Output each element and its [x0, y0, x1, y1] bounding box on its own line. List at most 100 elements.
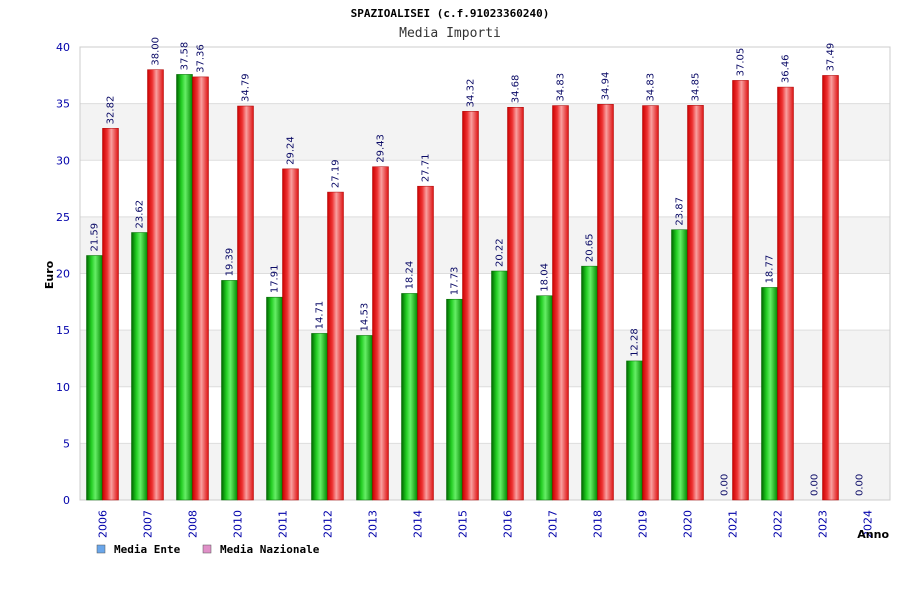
x-axis-label: Anno [857, 528, 889, 541]
data-label: 17.91 [270, 265, 281, 294]
data-label: 34.32 [466, 79, 477, 108]
data-label: 27.71 [421, 154, 432, 183]
x-tick-label: 2021 [727, 510, 740, 538]
grid-band [80, 216, 890, 274]
x-tick-label: 2015 [457, 510, 470, 538]
bar-media-ente [176, 74, 193, 501]
y-tick-label: 10 [56, 381, 70, 394]
x-tick-label: 2011 [277, 510, 290, 538]
data-label: 34.83 [556, 73, 567, 102]
bar-media-ente [266, 296, 283, 501]
data-label: 17.73 [450, 267, 461, 296]
data-label: 27.19 [331, 159, 342, 188]
y-tick-label: 30 [56, 154, 70, 167]
grid-band [80, 103, 890, 161]
data-label: 32.82 [106, 96, 117, 125]
data-label: 29.24 [286, 136, 297, 165]
bar-media-nazionale [552, 105, 569, 501]
y-tick-label: 25 [56, 211, 70, 224]
legend: Media Ente Media Nazionale [96, 543, 320, 556]
x-tick-label: 2024 [862, 510, 875, 538]
bar-media-ente [761, 287, 778, 501]
bar-media-ente [446, 298, 463, 501]
x-tick-label: 2019 [637, 510, 650, 538]
bar-media-nazionale [822, 75, 839, 501]
x-tick-label: 2006 [97, 510, 110, 538]
data-label: 14.71 [315, 301, 326, 330]
y-tick-label: 20 [56, 268, 70, 281]
bar-media-nazionale [102, 128, 119, 501]
bar-media-nazionale [147, 69, 164, 501]
x-tick-label: 2010 [232, 510, 245, 538]
legend-swatch [202, 544, 212, 554]
grid-band [80, 386, 890, 444]
data-label: 23.87 [675, 197, 686, 226]
data-label: 12.28 [630, 328, 641, 357]
bar-media-nazionale [462, 111, 479, 501]
grid-band [80, 443, 890, 500]
bar-media-ente [491, 270, 508, 501]
data-label: 37.49 [826, 43, 837, 72]
bar-media-ente [626, 360, 643, 501]
data-label: 34.68 [511, 75, 522, 104]
x-tick-label: 2017 [547, 510, 560, 538]
bar-media-ente [671, 229, 688, 501]
grid-band [80, 330, 890, 387]
y-axis-label: Euro [43, 260, 56, 289]
data-label: 34.94 [601, 72, 612, 101]
bar-media-nazionale [192, 76, 209, 501]
y-tick-label: 5 [63, 437, 70, 450]
grid-band [80, 160, 890, 217]
data-label: 34.79 [241, 73, 252, 102]
data-label: 0.00 [855, 474, 866, 496]
legend-swatch [96, 544, 106, 554]
x-tick-label: 2007 [142, 510, 155, 538]
bar-media-nazionale [507, 106, 524, 501]
grid-band [80, 47, 890, 104]
bar-media-nazionale [417, 185, 434, 501]
data-label: 37.36 [196, 44, 207, 73]
data-labels: 21.59 32.82 23.62 38.00 37.58 37.36 19.39 34.79… [90, 37, 866, 496]
bar-media-nazionale [282, 168, 299, 501]
data-label: 23.62 [135, 200, 146, 229]
bar-media-nazionale [642, 105, 659, 501]
legend-label: Media Ente [114, 543, 181, 556]
x-tick-label: 2020 [682, 510, 695, 538]
bar-media-ente [536, 295, 553, 501]
data-label: 34.85 [691, 73, 702, 102]
data-label: 0.00 [810, 474, 821, 496]
y-axis-ticks: 0 5 10 15 20 25 30 35 40 [56, 41, 70, 507]
x-tick-label: 2013 [367, 510, 380, 538]
y-tick-label: 35 [56, 98, 70, 111]
bar-media-nazionale [687, 105, 704, 501]
data-label: 19.39 [225, 248, 236, 277]
data-label: 34.83 [646, 73, 657, 102]
data-label: 14.53 [360, 303, 371, 332]
y-tick-label: 0 [63, 494, 70, 507]
data-label: 18.24 [405, 261, 416, 290]
bars [86, 69, 839, 501]
plot-background [79, 46, 891, 501]
bar-media-nazionale [732, 80, 749, 501]
bar-media-nazionale [597, 104, 614, 501]
data-label: 18.77 [765, 255, 776, 284]
x-tick-label: 2018 [592, 510, 605, 538]
bar-media-ente [401, 293, 418, 501]
x-tick-label: 2008 [187, 510, 200, 538]
x-tick-label: 2016 [502, 510, 515, 538]
data-label: 37.05 [736, 48, 747, 77]
bar-media-ente [221, 280, 238, 501]
x-axis-ticks: 2006 2007 2008 2010 2011 2012 2013 2014 2015 2016… [97, 510, 875, 538]
bar-media-nazionale [327, 191, 344, 501]
bar-media-ente [311, 333, 328, 501]
bar-media-ente [131, 232, 148, 501]
bar-media-ente [356, 335, 373, 501]
y-tick-label: 40 [56, 41, 70, 54]
data-label: 20.22 [495, 238, 506, 267]
bar-media-nazionale [372, 166, 389, 501]
chart-title: SPAZIOALISEI (c.f.91023360240) [351, 7, 550, 20]
bar-media-ente [581, 265, 598, 501]
data-label: 0.00 [720, 474, 731, 496]
